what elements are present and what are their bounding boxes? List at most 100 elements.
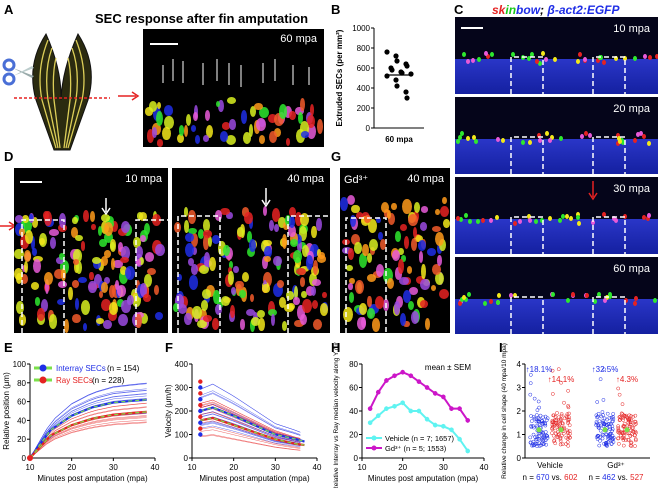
trajectory-line bbox=[29, 419, 147, 459]
cell-blob bbox=[646, 140, 651, 146]
data-point bbox=[617, 431, 622, 435]
cell-blob bbox=[406, 266, 413, 275]
data-point bbox=[550, 427, 555, 431]
data-point bbox=[535, 435, 539, 439]
cell-blob bbox=[197, 229, 204, 240]
cell-blob bbox=[304, 242, 314, 257]
cell-blob bbox=[528, 140, 533, 146]
cell-blob bbox=[300, 313, 308, 326]
cell-blob bbox=[72, 313, 82, 323]
x-axis-label: Minutes post amputation (mpa) bbox=[368, 474, 479, 483]
data-point bbox=[554, 418, 558, 423]
cell-blob bbox=[295, 211, 302, 227]
median-point bbox=[602, 427, 608, 433]
cell-blob bbox=[228, 260, 234, 270]
cell-blob bbox=[75, 234, 84, 241]
start-point bbox=[198, 408, 203, 414]
data-point bbox=[633, 429, 638, 434]
data-point bbox=[595, 414, 600, 419]
y-tick-label: 100 bbox=[13, 360, 27, 369]
cell-blob bbox=[157, 101, 162, 109]
cell-blob bbox=[277, 280, 285, 289]
y-tick-label: 1000 bbox=[352, 24, 370, 33]
cell-blob bbox=[55, 257, 65, 264]
cell-blob bbox=[239, 289, 246, 299]
cell-blob bbox=[369, 246, 376, 256]
cell-blob bbox=[547, 216, 552, 222]
cell-blob bbox=[584, 131, 589, 137]
cell-blob bbox=[399, 223, 407, 231]
cell-blob bbox=[223, 245, 230, 257]
cell-blob bbox=[308, 272, 318, 287]
cell-blob bbox=[496, 293, 501, 299]
data-point bbox=[629, 414, 633, 418]
start-point bbox=[198, 397, 203, 402]
data-point bbox=[403, 89, 409, 95]
cell-blob bbox=[183, 207, 189, 217]
trajectory-line bbox=[29, 403, 147, 459]
data-point bbox=[601, 433, 606, 438]
cell-blob bbox=[178, 125, 185, 137]
trajectory-line bbox=[200, 383, 301, 433]
x-tick-label: 20 bbox=[67, 463, 76, 472]
cell-blob bbox=[366, 252, 373, 264]
cell-blob bbox=[513, 220, 518, 226]
cell-blob bbox=[408, 287, 418, 295]
data-point bbox=[541, 433, 546, 437]
data-point bbox=[551, 413, 556, 418]
cell-blob bbox=[294, 319, 304, 328]
cell-blob bbox=[120, 256, 130, 263]
cell-blob bbox=[421, 264, 426, 280]
data-point bbox=[605, 417, 609, 422]
data-point bbox=[565, 415, 569, 420]
cell-blob bbox=[361, 317, 367, 329]
cell-blob bbox=[273, 255, 282, 267]
cell-blob bbox=[269, 130, 278, 143]
cell-blob bbox=[538, 137, 543, 143]
cell-blob bbox=[18, 227, 25, 236]
data-point bbox=[606, 434, 610, 439]
cell-blob bbox=[152, 214, 161, 227]
data-point bbox=[545, 436, 550, 440]
data-point bbox=[555, 411, 559, 415]
trajectory-line bbox=[200, 427, 301, 448]
data-point bbox=[543, 414, 548, 419]
panel-label-h: H bbox=[331, 340, 341, 355]
cell-blob bbox=[387, 213, 395, 225]
cell-blob bbox=[309, 243, 319, 258]
cell-blob bbox=[317, 255, 327, 263]
cell-blob bbox=[307, 114, 315, 128]
data-point bbox=[528, 435, 533, 440]
panel-c-image-4: 60 mpa bbox=[455, 257, 658, 334]
change-label: ↑14.1% bbox=[548, 375, 575, 384]
cell-blob bbox=[413, 202, 420, 213]
cell-blob bbox=[431, 264, 441, 276]
y-tick-label: 60 bbox=[17, 398, 26, 407]
data-point bbox=[531, 424, 535, 428]
cell-blob bbox=[322, 291, 327, 299]
cell-blob bbox=[192, 306, 202, 319]
data-point bbox=[567, 423, 572, 428]
data-point bbox=[528, 372, 533, 377]
legend-n: (n = 228) bbox=[92, 376, 125, 385]
data-point bbox=[541, 415, 546, 420]
cell-blob bbox=[351, 204, 360, 214]
cell-blob bbox=[71, 280, 80, 289]
cell-blob bbox=[103, 232, 114, 244]
change-label: ↑32.5% bbox=[592, 365, 619, 374]
cell-blob bbox=[279, 296, 287, 308]
panel-c-image-2: 20 mpa bbox=[455, 97, 658, 174]
cell-blob bbox=[222, 122, 230, 130]
cell-blob bbox=[240, 109, 247, 124]
cell-blob bbox=[602, 211, 607, 217]
cell-blob bbox=[97, 225, 102, 237]
data-point bbox=[594, 423, 598, 427]
cell-blob bbox=[256, 118, 267, 132]
start-point bbox=[27, 455, 33, 461]
cell-blob bbox=[511, 51, 516, 57]
cell-blob bbox=[73, 249, 83, 263]
median-dashed-line bbox=[29, 399, 147, 459]
x-axis-label: Minutes post amputation (mpa) bbox=[199, 474, 310, 483]
cell-blob bbox=[217, 241, 226, 256]
cell-blob bbox=[566, 298, 571, 304]
